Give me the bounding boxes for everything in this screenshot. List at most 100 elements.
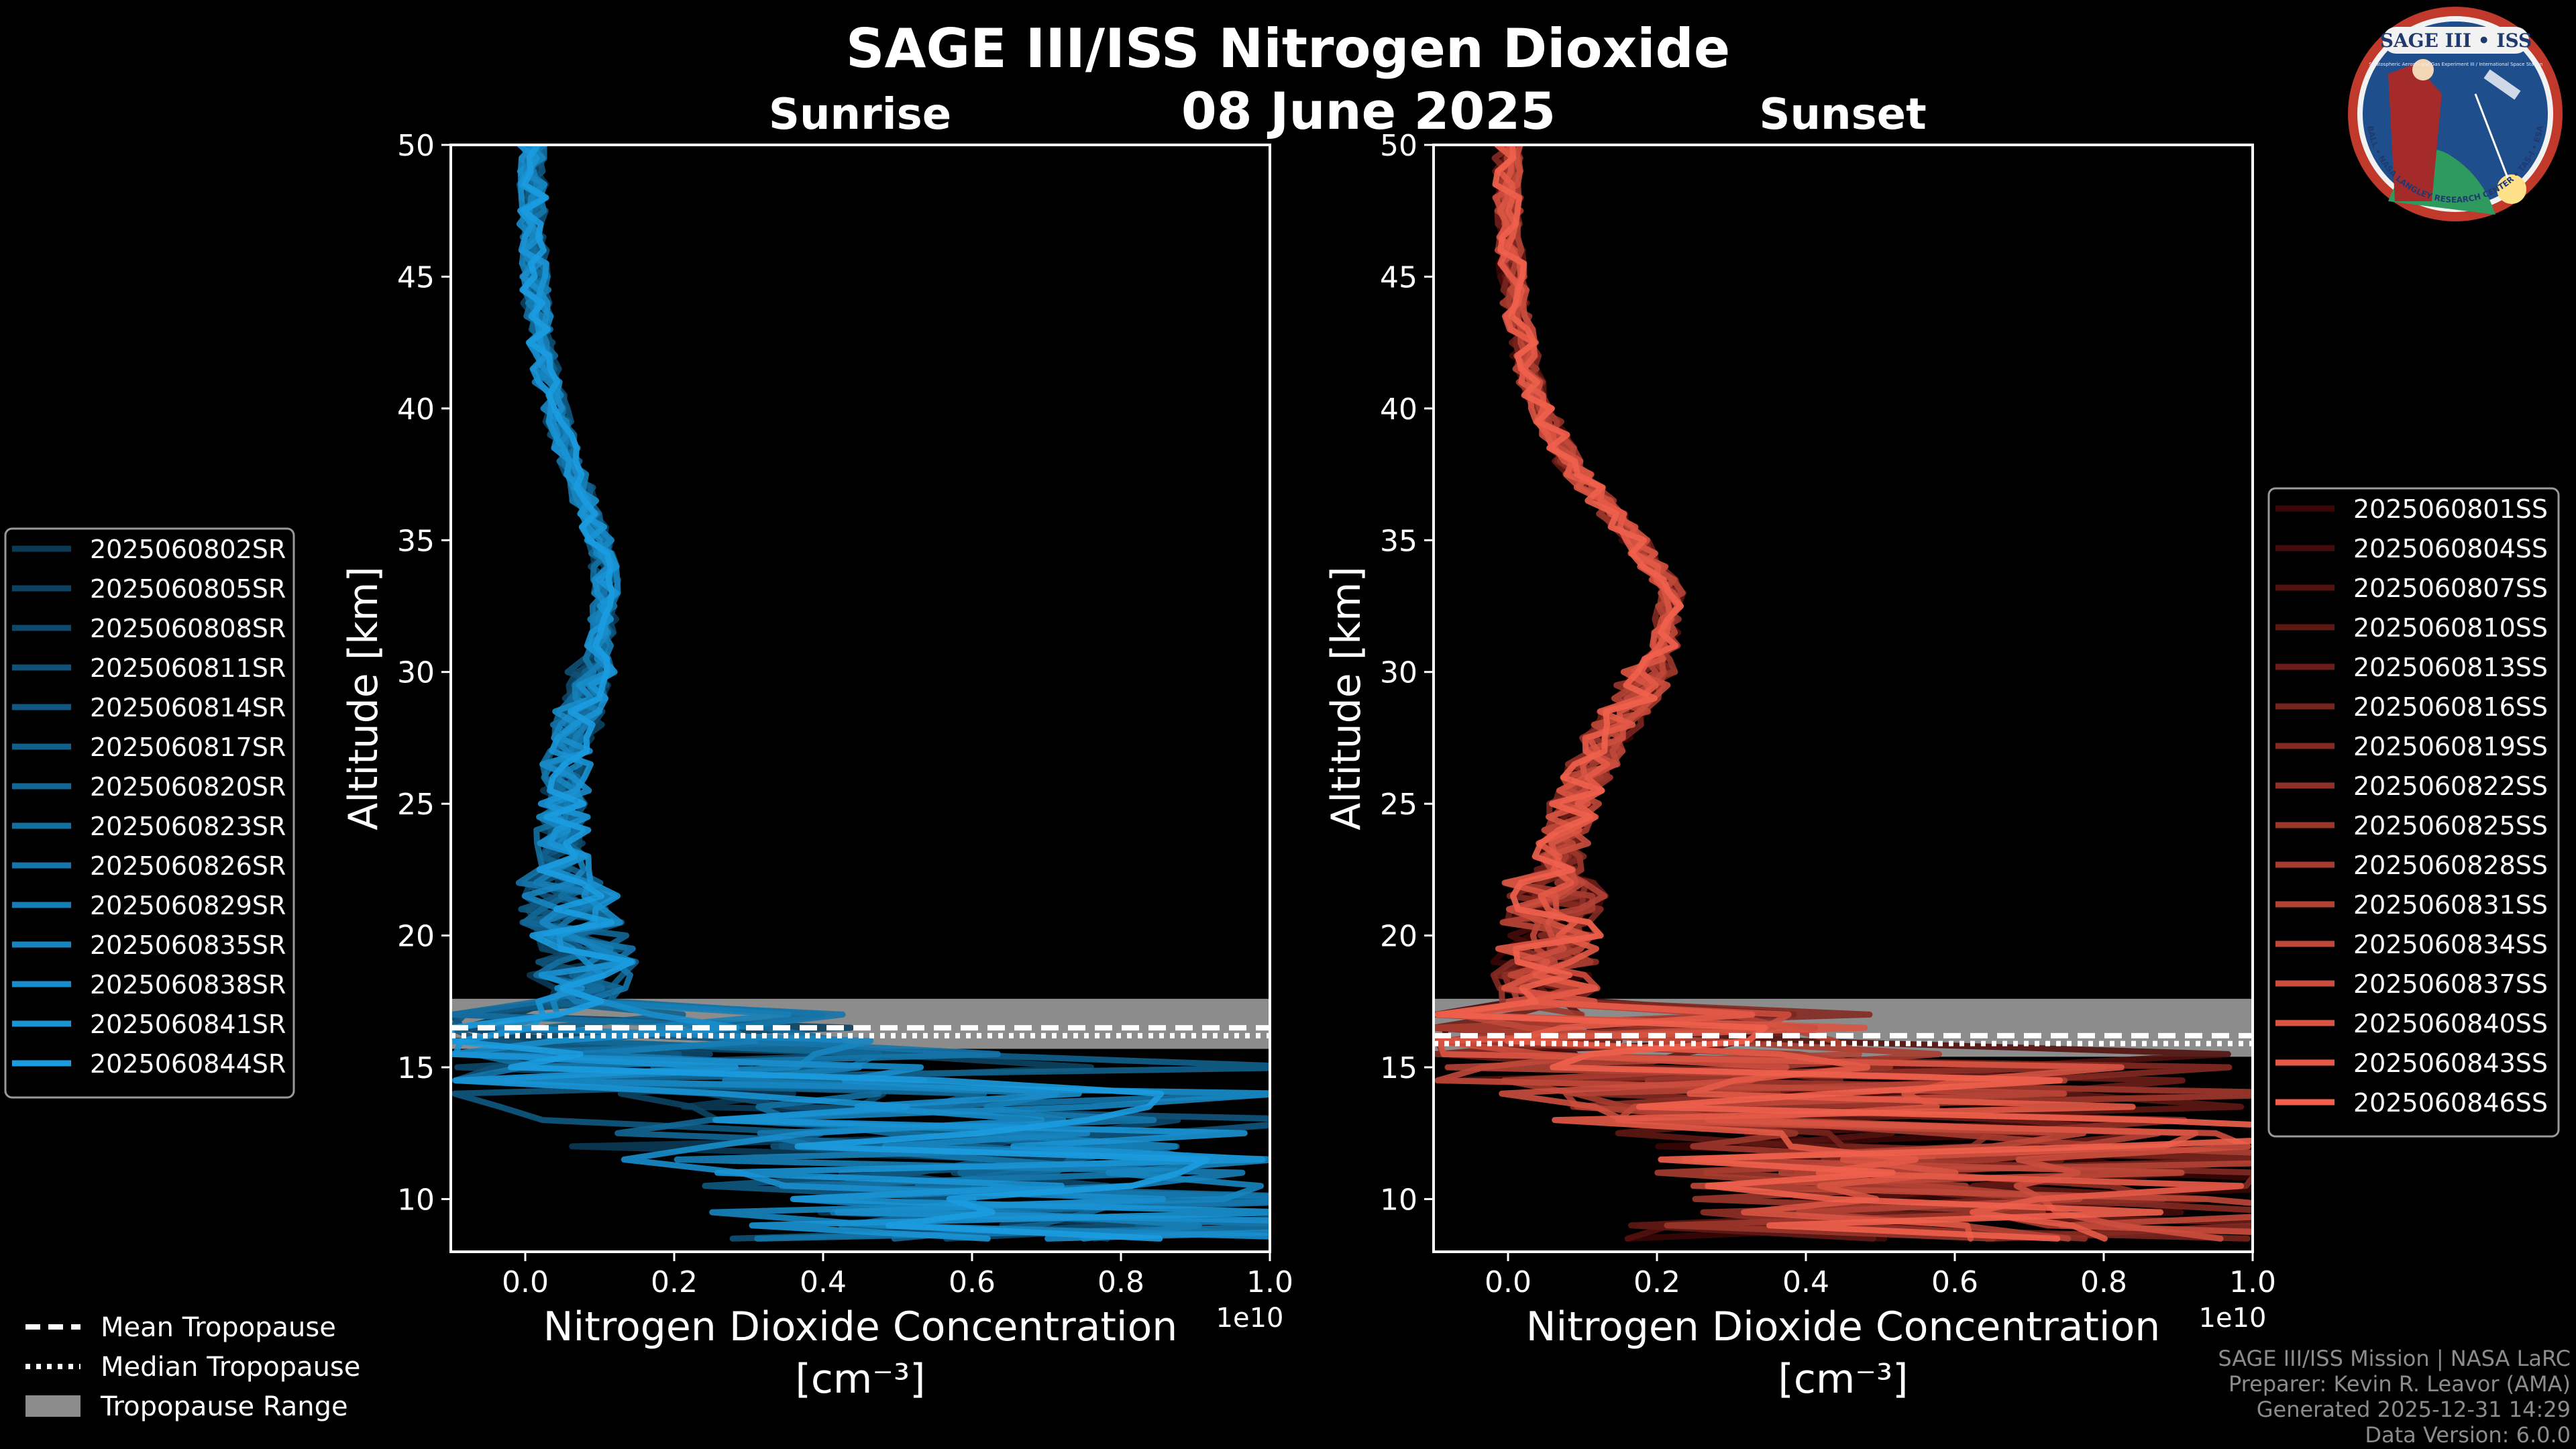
legend-entry: 2025060843SS: [2353, 1049, 2548, 1078]
legend-entry: 2025060807SS: [2353, 574, 2548, 603]
sunrise-series-legend: 2025060802SR 2025060805SR 2025060808SR 2025…: [4, 527, 295, 1099]
y-tick-label: 15: [397, 1051, 435, 1085]
y-tick-label: 30: [1380, 656, 1417, 690]
sage-iii-iss-logo: SAGE III • ISS Stratospheric Aerosol and…: [2348, 7, 2563, 221]
legend-entry: 2025060826SR: [90, 851, 286, 881]
legend-entry: 2025060820SR: [90, 772, 286, 802]
legend-entry: 2025060835SR: [90, 930, 286, 960]
x-tick-label: 1.0: [2229, 1265, 2276, 1299]
legend-entry: 2025060831SS: [2353, 890, 2548, 920]
legend-entry: 2025060816SS: [2353, 692, 2548, 722]
y-tick-label: 40: [1380, 392, 1417, 427]
y-tick-label: 45: [1380, 260, 1417, 294]
x-offset-label: 1e10: [1216, 1303, 1284, 1334]
y-tick-label: 20: [1380, 920, 1417, 954]
x-axis-unit: [cm⁻³]: [1778, 1356, 1909, 1403]
axes-frame: [449, 144, 1271, 1253]
legend-frame: [4, 527, 295, 1099]
y-tick-label: 25: [397, 788, 435, 822]
sunset-panel: Sunset 0.0 0.2 0.4 0.6 0.8 1.0 10 15 20 25 30 35 40 45…: [1323, 90, 2276, 1403]
legend-entry: 2025060823SR: [90, 812, 286, 841]
credit-mission: SAGE III/ISS Mission | NASA LaRC: [2218, 1346, 2571, 1371]
x-axis-unit: [cm⁻³]: [796, 1356, 926, 1403]
legend-frame: [2267, 487, 2560, 1138]
logo-title: SAGE III • ISS: [2380, 30, 2532, 52]
y-tick-label: 35: [1380, 524, 1417, 558]
legend-entry: 2025060844SR: [90, 1049, 286, 1079]
series-line: [451, 145, 1210, 1242]
legend-entry: 2025060841SR: [90, 1010, 286, 1039]
sunset-series-legend: 2025060801SS 2025060804SS 2025060807SS 2025…: [2267, 487, 2560, 1138]
legend-entry: 2025060813SS: [2353, 653, 2548, 682]
legend-entry: 2025060802SR: [90, 535, 286, 564]
x-axis-label: Nitrogen Dioxide Concentration: [543, 1303, 1178, 1350]
legend-entry: 2025060838SR: [90, 970, 286, 1000]
y-tick-label: 50: [397, 129, 435, 163]
legend-entry: 2025060846SS: [2353, 1088, 2548, 1118]
axes-frame: [1432, 144, 2254, 1253]
x-tick-label: 0.2: [651, 1265, 698, 1299]
legend-entry: 2025060837SS: [2353, 969, 2548, 999]
legend-entry: 2025060819SS: [2353, 732, 2548, 761]
x-tick-label: 0.2: [1633, 1265, 1680, 1299]
x-tick-label: 0.0: [502, 1265, 549, 1299]
x-tick-label: 0.4: [1782, 1265, 1829, 1299]
y-tick-label: 10: [397, 1183, 435, 1217]
x-tick-label: 0.4: [800, 1265, 847, 1299]
legend-entry: 2025060817SR: [90, 733, 286, 762]
legend-entry: 2025060840SS: [2353, 1009, 2548, 1038]
x-tick-label: 0.6: [949, 1265, 996, 1299]
credit-generated: Generated 2025-12-31 14:29: [2257, 1397, 2571, 1422]
x-tick-label: 0.0: [1485, 1265, 1532, 1299]
y-axis-label: Altitude [km]: [1323, 566, 1370, 830]
logo-figure: [2388, 64, 2442, 201]
panel-title: Sunset: [1759, 90, 1926, 140]
sunrise-panel: Sunrise 0.0 0.2 0.4 0.6 0.8 1.0 10 15 20 25 30 35 40 4…: [340, 90, 1293, 1403]
y-axis-label: Altitude [km]: [340, 566, 387, 830]
y-tick-label: 35: [397, 524, 435, 558]
series-line: [1494, 145, 2245, 1242]
tropopause-range-swatch: [25, 1395, 80, 1417]
legend-entry: 2025060829SR: [90, 891, 286, 920]
legend-entry: 2025060808SR: [90, 614, 286, 643]
credits: SAGE III/ISS Mission | NASA LaRC Prepare…: [2218, 1346, 2571, 1448]
x-axis-label: Nitrogen Dioxide Concentration: [1526, 1303, 2161, 1350]
credit-data-version: Data Version: 6.0.0: [2365, 1422, 2571, 1448]
credit-preparer: Preparer: Kevin R. Leavor (AMA): [2229, 1371, 2571, 1397]
logo-beam: [2474, 93, 2510, 182]
legend-entry: 2025060814SR: [90, 693, 286, 722]
legend-entry: 2025060804SS: [2353, 534, 2548, 564]
legend-entry: 2025060811SR: [90, 653, 286, 683]
legend-entry: 2025060822SS: [2353, 771, 2548, 801]
logo-sun: [2497, 174, 2526, 204]
tropopause-range-label: Tropopause Range: [100, 1391, 348, 1422]
legend-entry: 2025060805SR: [90, 574, 286, 604]
y-tick-label: 45: [397, 260, 435, 294]
x-tick-label: 0.8: [2080, 1265, 2127, 1299]
y-tick-label: 40: [397, 392, 435, 427]
logo-station: [2483, 69, 2521, 100]
legend-entry: 2025060801SS: [2353, 494, 2548, 524]
median-tropopause-label: Median Tropopause: [101, 1352, 360, 1383]
tropopause-legend: Mean Tropopause Median Tropopause Tropop…: [25, 1312, 360, 1422]
legend-entry: 2025060825SS: [2353, 811, 2548, 841]
y-tick-label: 15: [1380, 1051, 1417, 1085]
plot-area: [451, 145, 1270, 1242]
y-tick-label: 10: [1380, 1183, 1417, 1217]
y-tick-label: 50: [1380, 129, 1417, 163]
logo-subtitle: Stratospheric Aerosol and Gas Experiment…: [2369, 62, 2542, 67]
figure-subtitle: 08 June 2025: [1181, 81, 1556, 141]
figure-title: SAGE III/ISS Nitrogen Dioxide: [846, 17, 1730, 80]
legend-entry: 2025060834SS: [2353, 930, 2548, 959]
legend-entry: 2025060810SS: [2353, 613, 2548, 643]
legend-entry: 2025060828SS: [2353, 851, 2548, 880]
x-tick-label: 0.8: [1097, 1265, 1144, 1299]
y-tick-label: 25: [1380, 788, 1417, 822]
series-line: [1434, 145, 2253, 1242]
x-tick-label: 1.0: [1246, 1265, 1293, 1299]
mean-tropopause-label: Mean Tropopause: [101, 1312, 336, 1343]
x-offset-label: 1e10: [2199, 1303, 2267, 1334]
y-tick-label: 20: [397, 920, 435, 954]
y-tick-label: 30: [397, 656, 435, 690]
